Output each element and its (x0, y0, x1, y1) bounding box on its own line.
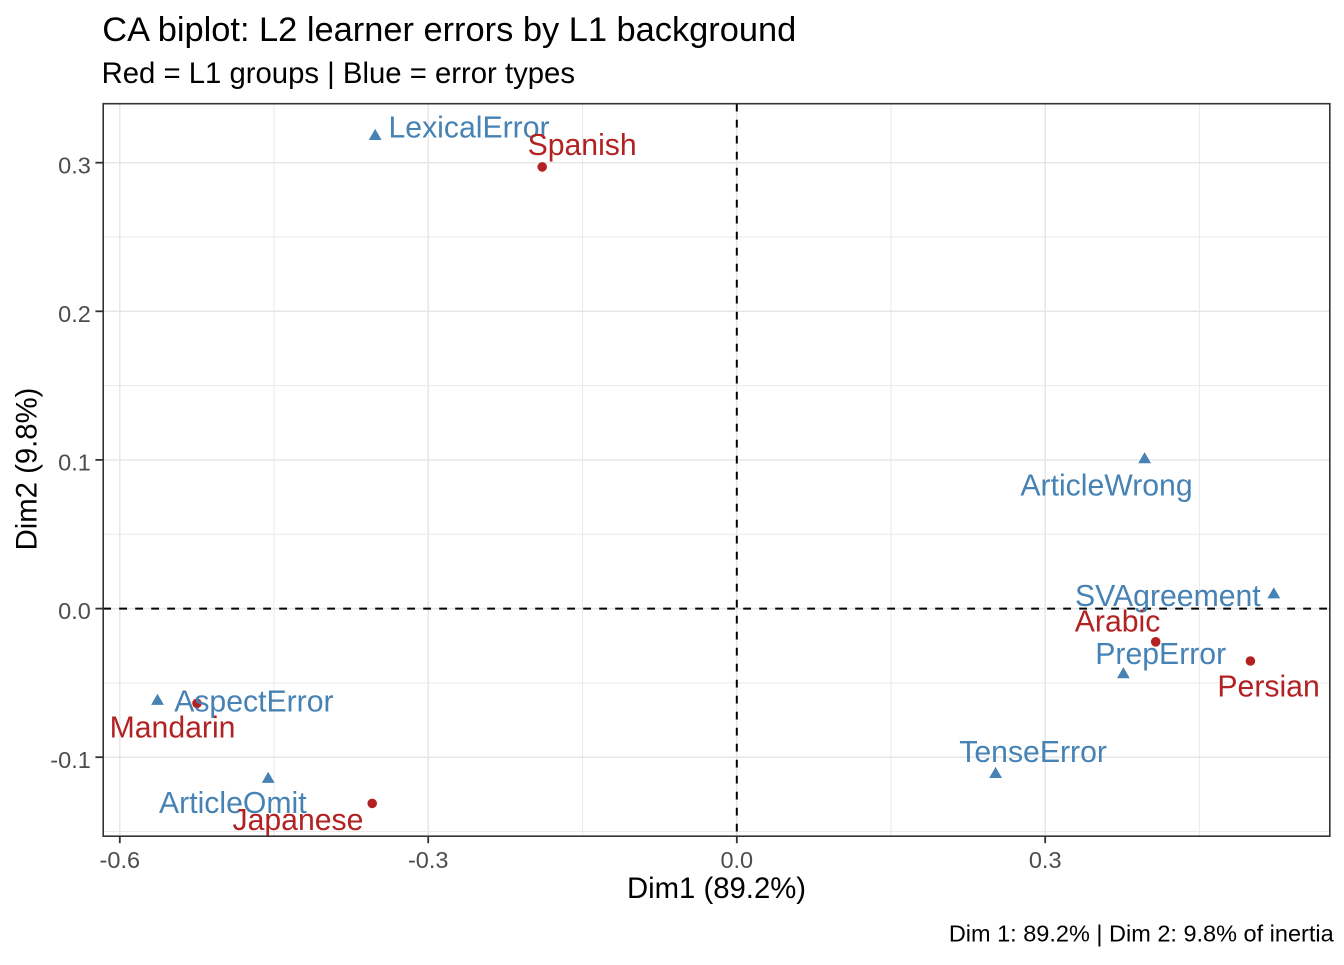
svg-text:0.3: 0.3 (58, 152, 91, 178)
svg-text:LexicalError: LexicalError (389, 111, 550, 144)
svg-text:Persian: Persian (1217, 671, 1319, 704)
svg-text:Dim1 (89.2%): Dim1 (89.2%) (627, 872, 806, 905)
svg-text:-0.3: -0.3 (408, 847, 449, 873)
svg-text:CA biplot: L2 learner errors b: CA biplot: L2 learner errors by L1 backg… (102, 11, 796, 49)
svg-text:0.1: 0.1 (58, 450, 91, 476)
svg-text:-0.6: -0.6 (100, 847, 141, 873)
svg-text:ArticleOmit: ArticleOmit (159, 787, 307, 820)
svg-text:TenseError: TenseError (959, 736, 1107, 769)
svg-text:Dim2 (9.8%): Dim2 (9.8%) (11, 388, 44, 551)
svg-text:Japanese: Japanese (233, 804, 364, 837)
svg-text:0.2: 0.2 (58, 301, 91, 327)
svg-text:0.0: 0.0 (58, 598, 91, 624)
svg-text:Red = L1 groups | Blue = error: Red = L1 groups | Blue = error types (102, 57, 575, 90)
svg-text:Arabic: Arabic (1075, 606, 1161, 639)
svg-text:PrepError: PrepError (1095, 638, 1226, 671)
svg-text:AspectError: AspectError (174, 686, 333, 719)
svg-text:SVAgreement: SVAgreement (1075, 580, 1261, 613)
svg-text:0.3: 0.3 (1029, 847, 1062, 873)
svg-text:Spanish: Spanish (528, 129, 637, 162)
svg-text:0.0: 0.0 (720, 847, 753, 873)
svg-text:ArticleWrong: ArticleWrong (1020, 470, 1192, 503)
svg-text:Dim 1: 89.2% | Dim 2: 9.8% of: Dim 1: 89.2% | Dim 2: 9.8% of inertia (949, 920, 1335, 946)
svg-text:Mandarin: Mandarin (110, 712, 236, 745)
svg-text:-0.1: -0.1 (50, 747, 91, 773)
